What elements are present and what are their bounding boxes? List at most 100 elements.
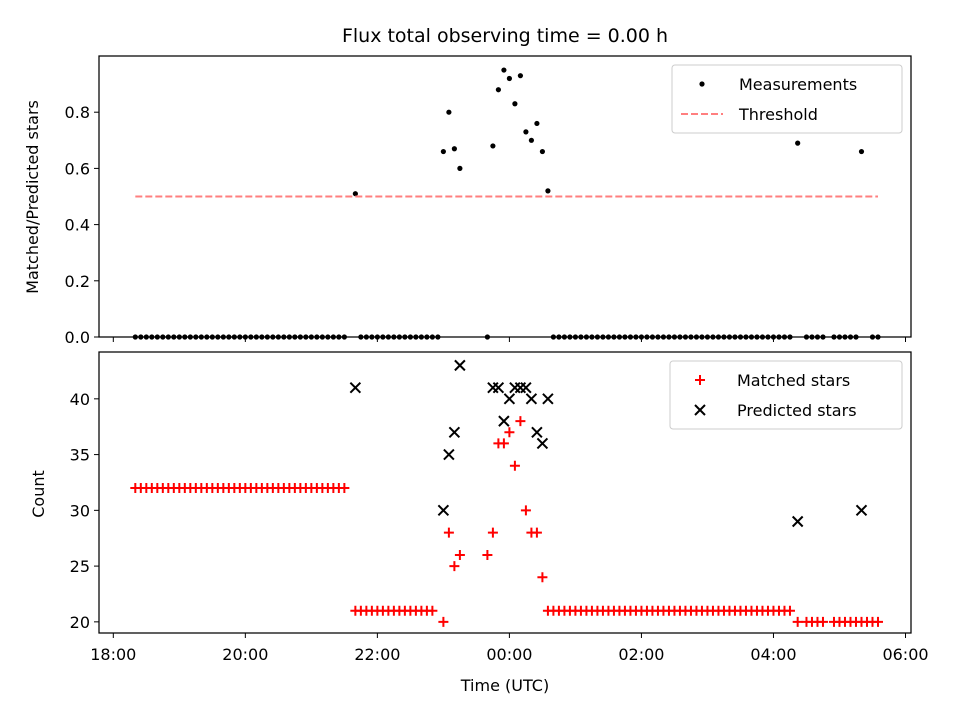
measurement-point xyxy=(457,165,463,171)
measurement-point xyxy=(193,334,199,340)
measurement-point xyxy=(644,334,650,340)
y-tick-label: 20 xyxy=(70,613,90,632)
measurement-point xyxy=(220,334,226,340)
matched-star-point xyxy=(817,616,828,627)
y-tick-label: 30 xyxy=(70,501,90,520)
measurement-point xyxy=(259,334,265,340)
plot-frame xyxy=(98,351,912,634)
x-tick-label: 22:00 xyxy=(354,645,400,664)
legend-marker-plus xyxy=(695,375,705,385)
measurement-point xyxy=(649,334,656,340)
plot-frame xyxy=(98,55,912,338)
x-tick-label: 04:00 xyxy=(750,645,796,664)
measurement-point xyxy=(627,334,634,340)
y-tick-label: 0.4 xyxy=(65,216,90,235)
measurement-point xyxy=(446,109,452,115)
measurement-point xyxy=(847,334,854,340)
measurement-point xyxy=(198,334,204,340)
predicted-star-point xyxy=(437,504,450,517)
measurement-point xyxy=(605,334,612,340)
legend-marker-dot xyxy=(699,81,705,87)
measurement-point xyxy=(297,334,303,340)
measurement-point xyxy=(638,334,645,340)
measurement-point xyxy=(743,334,749,340)
measurement-point xyxy=(143,334,149,340)
x-tick-label: 20:00 xyxy=(222,645,268,664)
measurement-point xyxy=(506,75,513,82)
predicted-star-point xyxy=(448,426,461,438)
measurement-point xyxy=(578,334,584,340)
matched-star-point xyxy=(531,527,542,538)
predicted-star-point xyxy=(531,426,543,438)
matched-star-point xyxy=(520,505,531,516)
measurement-point xyxy=(677,334,683,340)
measurement-point xyxy=(754,334,760,340)
measurement-point xyxy=(490,143,496,149)
measurement-point xyxy=(693,334,700,340)
measurement-point xyxy=(292,334,298,340)
measurement-point xyxy=(138,334,144,340)
measurement-point xyxy=(517,73,524,79)
measurement-point xyxy=(424,334,430,340)
measurement-point xyxy=(330,334,336,340)
predicted-star-point xyxy=(443,448,455,461)
measurement-point xyxy=(281,334,287,340)
measurement-point xyxy=(814,334,821,340)
measurement-point xyxy=(528,137,535,143)
matched-star-point xyxy=(537,572,548,583)
measurement-point xyxy=(770,334,777,340)
measurement-point xyxy=(435,334,441,340)
predicted-star-point xyxy=(492,381,505,394)
measurement-point xyxy=(391,334,397,340)
measurement-point xyxy=(380,334,386,340)
measurement-point xyxy=(385,334,391,340)
measurement-point xyxy=(660,334,667,340)
measurement-point xyxy=(253,334,259,340)
y-tick-label: 0.6 xyxy=(65,159,90,178)
measurement-point xyxy=(737,334,744,340)
measurement-point xyxy=(248,334,254,340)
legend-label: Measurements xyxy=(739,75,857,94)
matched-star-point xyxy=(482,549,493,560)
measurement-point xyxy=(407,334,413,340)
predicted-star-point xyxy=(487,381,499,394)
predicted-star-point xyxy=(791,515,804,528)
measurement-point xyxy=(204,334,210,340)
measurement-point xyxy=(451,146,457,152)
matched-star-point xyxy=(339,483,350,494)
measurement-point xyxy=(572,334,579,340)
matched-star-point xyxy=(872,616,883,627)
measurement-point xyxy=(765,334,771,340)
measurement-point xyxy=(831,334,837,340)
measurement-point xyxy=(710,334,716,340)
measurement-point xyxy=(149,334,155,340)
measurement-point xyxy=(781,334,788,340)
measurement-point xyxy=(270,334,276,340)
measurement-point xyxy=(534,120,540,127)
legend-label: Matched stars xyxy=(737,371,850,390)
measurement-point xyxy=(748,334,755,340)
matched-star-point xyxy=(454,549,465,560)
measurement-point xyxy=(583,334,590,340)
measurement-point xyxy=(795,140,801,146)
x-tick-label: 06:00 xyxy=(882,645,928,664)
measurement-point xyxy=(787,334,793,340)
predicted-star-point xyxy=(349,381,362,394)
matched-star-point xyxy=(784,605,795,616)
measurement-point xyxy=(325,334,331,340)
measurement-point xyxy=(413,334,419,340)
measurement-point xyxy=(336,334,342,340)
measurement-point xyxy=(358,334,364,340)
matched-star-point xyxy=(509,460,520,471)
measurement-point xyxy=(501,67,507,73)
matched-star-point xyxy=(504,427,515,438)
matched-star-point xyxy=(792,616,803,627)
measurement-point xyxy=(374,334,380,340)
measurement-point xyxy=(732,334,738,340)
measurement-point xyxy=(264,334,270,340)
measurement-point xyxy=(352,191,358,197)
legend: Matched stars Predicted stars xyxy=(669,360,903,430)
measurement-point xyxy=(556,334,562,340)
measurement-point xyxy=(231,334,237,340)
matched-star-point xyxy=(427,605,438,616)
